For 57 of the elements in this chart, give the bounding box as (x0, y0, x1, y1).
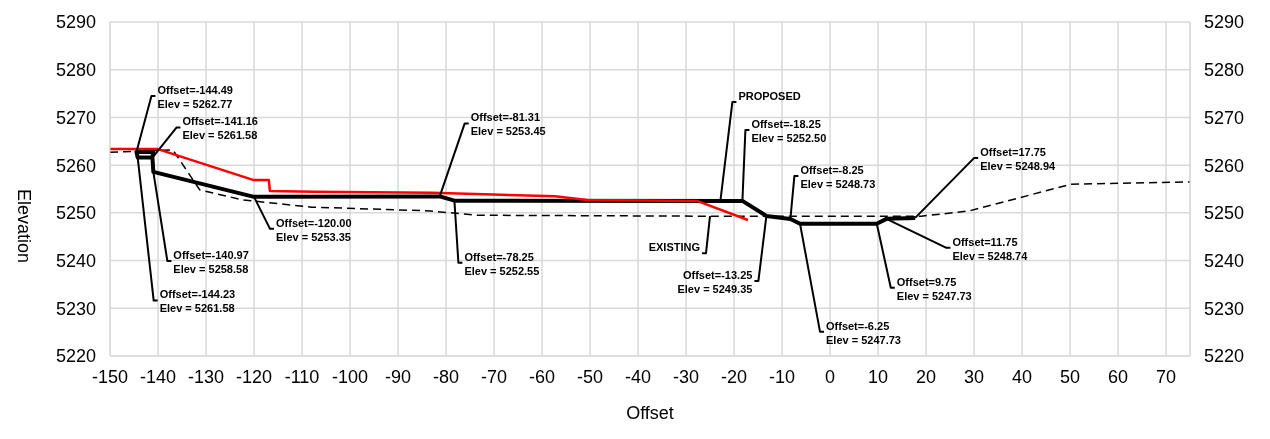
y-tick-label: 5250 (55, 203, 96, 224)
x-tick-label: -80 (432, 366, 460, 387)
x-tick-label: -30 (672, 366, 700, 387)
x-tick-label: 70 (1155, 366, 1177, 387)
y2-tick-label: 5240 (1204, 250, 1245, 271)
x-tick-label: -140 (139, 366, 177, 387)
y2-tick-label: 5230 (1204, 298, 1245, 319)
annotation: Offset=-144.49 Elev = 5262.77 (157, 83, 233, 110)
y-tick-label: 5240 (55, 250, 96, 271)
x-tick-label: -50 (576, 366, 604, 387)
y2-tick-label: 5270 (1204, 107, 1245, 128)
y2-tick-label: 5290 (1204, 12, 1245, 33)
x-tick-label: 10 (867, 366, 889, 387)
annotation: Offset=-18.25 Elev = 5252.50 (751, 117, 827, 144)
y-tick-label: 5220 (55, 346, 96, 367)
annotation: Offset=11.75 Elev = 5248.74 (952, 235, 1029, 262)
x-tick-label: -130 (187, 366, 225, 387)
x-tick-label: -60 (528, 366, 556, 387)
x-tick-label: -40 (624, 366, 652, 387)
x-axis-title: Offset (626, 403, 674, 423)
y2-tick-label: 5220 (1204, 346, 1245, 367)
x-tick-label: 0 (824, 366, 836, 387)
text: PROPOSED (738, 89, 801, 102)
annotation: Offset=17.75 Elev = 5248.94 (980, 145, 1057, 172)
x-tick-label: 30 (963, 366, 985, 387)
y2-tick-label: 5260 (1204, 155, 1245, 176)
annotation: Offset=-141.16 Elev = 5261.58 (182, 115, 258, 142)
x-tick-label: 60 (1107, 366, 1129, 387)
x-tick-label: -70 (480, 366, 508, 387)
y-tick-label: 5280 (55, 60, 96, 81)
y-tick-label: 5270 (55, 107, 96, 128)
x-tick-label: -20 (720, 366, 748, 387)
x-tick-label: 50 (1059, 366, 1081, 387)
x-tick-label: -90 (384, 366, 412, 387)
y-tick-label: 5230 (55, 298, 96, 319)
x-tick-label: 20 (915, 366, 937, 387)
y-tick-label: 5290 (55, 12, 96, 33)
annotation: Offset=-13.25 Elev = 5249.35 (677, 268, 753, 295)
x-tick-label: -120 (235, 366, 273, 387)
text: EXISTING (648, 241, 700, 254)
annotation: Offset=-78.25 Elev = 5252.55 (464, 250, 540, 277)
x-tick-label: 40 (1011, 366, 1033, 387)
y-tick-label: 5260 (55, 155, 96, 176)
annotation: Offset=-140.97 Elev = 5258.58 (173, 248, 249, 275)
annotation: Offset=-8.25 Elev = 5248.73 (800, 163, 876, 190)
x-tick-label: -110 (284, 366, 320, 387)
annotation: Offset=9.75 Elev = 5247.73 (896, 275, 972, 302)
x-tick-label: -100 (331, 366, 369, 387)
annotation: Offset=-144.23 Elev = 5261.58 (159, 288, 236, 315)
y2-tick-label: 5250 (1204, 203, 1245, 224)
annotation: Offset=-120.00 Elev = 5253.35 (276, 216, 352, 243)
y-axis-title: Elevation (13, 189, 34, 264)
y2-tick-label: 5280 (1204, 60, 1245, 81)
annotation: Offset=-81.31 Elev = 5253.45 (470, 111, 546, 138)
x-tick-label: -10 (768, 366, 796, 387)
annotation: Offset=-6.25 Elev = 5247.73 (826, 319, 901, 346)
x-tick-label: -150 (91, 366, 129, 387)
